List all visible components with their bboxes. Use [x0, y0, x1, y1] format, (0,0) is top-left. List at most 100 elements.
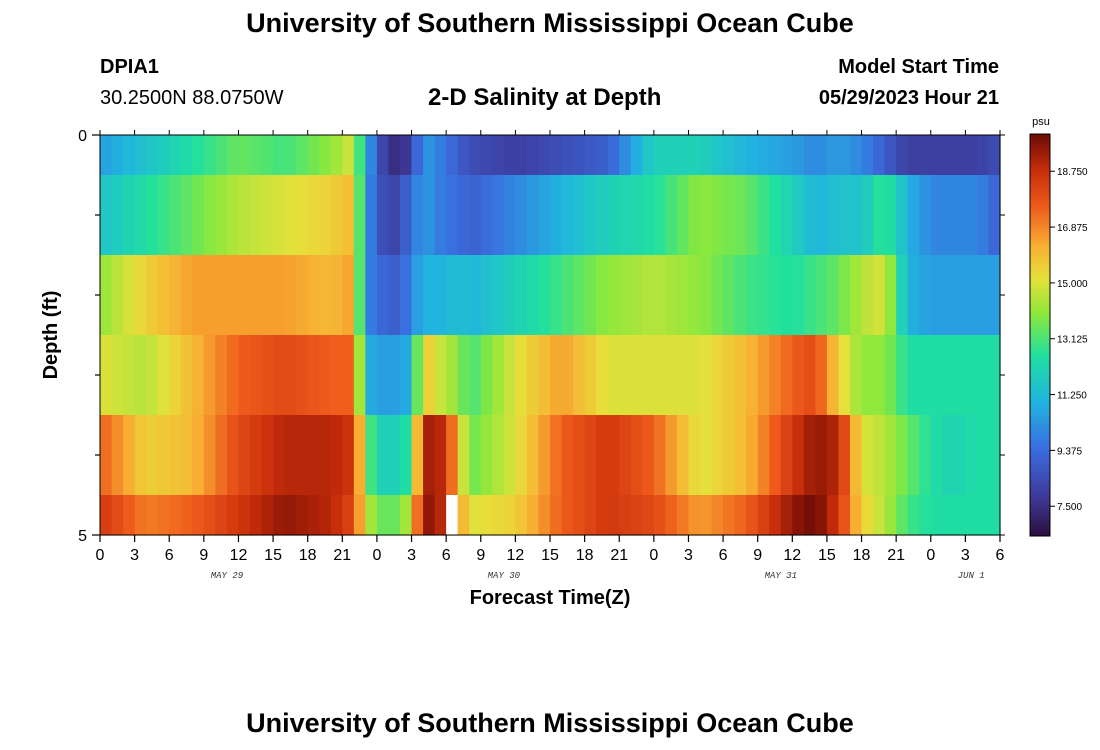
heatmap-cell: [365, 495, 378, 536]
heatmap-cell: [861, 255, 874, 336]
heatmap-cell: [215, 495, 228, 536]
heatmap-cell: [526, 335, 540, 416]
heatmap-cell: [942, 175, 955, 256]
heatmap-cell: [930, 175, 943, 256]
footer-title: University of Southern Mississippi Ocean…: [246, 708, 854, 738]
heatmap-cell: [100, 415, 113, 496]
heatmap-cell: [469, 135, 482, 176]
x-tick-label: 9: [753, 547, 762, 564]
heatmap-cell: [803, 415, 816, 496]
heatmap-cell: [203, 415, 216, 496]
x-tick-label: 9: [199, 547, 208, 564]
heatmap-cell: [688, 415, 701, 496]
heatmap-cell: [976, 135, 990, 176]
heatmap-cell: [769, 495, 782, 536]
heatmap-cell: [273, 135, 286, 176]
heatmap-cell: [953, 335, 966, 416]
heatmap-cell: [861, 175, 874, 256]
heatmap-cell: [953, 495, 966, 536]
heatmap-cell: [457, 175, 470, 256]
heatmap-cell: [642, 415, 655, 496]
heatmap-cell: [803, 335, 816, 416]
heatmap-cell: [307, 495, 320, 536]
heatmap-cell: [180, 335, 193, 416]
heatmap-cell: [526, 255, 540, 336]
heatmap-cell: [642, 335, 655, 416]
heatmap-cell: [884, 175, 897, 256]
heatmap-cell: [423, 175, 436, 256]
heatmap-cell: [838, 495, 851, 536]
heatmap-cell: [157, 335, 170, 416]
x-tick-label: 0: [649, 547, 658, 564]
heatmap-cell: [746, 135, 759, 176]
heatmap-cell: [146, 175, 159, 256]
heatmap-cell: [665, 495, 678, 536]
heatmap-cell: [238, 495, 251, 536]
heatmap-cell: [838, 415, 851, 496]
heatmap-cell: [376, 255, 390, 336]
heatmap-cell: [584, 335, 597, 416]
heatmap-cell: [723, 415, 736, 496]
x-tick-label: 21: [887, 547, 905, 564]
heatmap-cell: [342, 495, 355, 536]
heatmap-cell: [838, 335, 851, 416]
heatmap-cell: [423, 135, 436, 176]
heatmap-cell: [226, 255, 240, 336]
heatmap-cell: [780, 335, 793, 416]
heatmap-cell: [446, 335, 459, 416]
heatmap-cell: [146, 255, 159, 336]
heatmap-cell: [676, 135, 690, 176]
heatmap-cell: [746, 495, 759, 536]
heatmap-cell: [573, 495, 586, 536]
heatmap-cell: [353, 255, 366, 336]
heatmap-cell: [988, 135, 1001, 176]
heatmap-cell: [919, 495, 932, 536]
heatmap-cell: [746, 175, 759, 256]
heatmap-cell: [700, 135, 713, 176]
heatmap-cell: [503, 335, 516, 416]
heatmap-cell: [907, 335, 920, 416]
heatmap-cell: [192, 415, 205, 496]
heatmap-cell: [826, 175, 840, 256]
heatmap-cell: [203, 135, 216, 176]
heatmap-cell: [861, 135, 874, 176]
heatmap-cell: [607, 175, 620, 256]
heatmap-cell: [250, 415, 263, 496]
heatmap-cell: [815, 415, 828, 496]
heatmap-cell: [803, 175, 816, 256]
heatmap-cell: [123, 495, 136, 536]
heatmap-cell: [826, 495, 840, 536]
x-tick-label: 15: [818, 547, 836, 564]
heatmap-cell: [503, 135, 516, 176]
heatmap-cell: [469, 255, 482, 336]
x-tick-label: 6: [719, 547, 728, 564]
heatmap-cell: [573, 135, 586, 176]
heatmap-cell: [261, 175, 274, 256]
heatmap-cell: [965, 175, 978, 256]
heatmap-cell: [411, 415, 424, 496]
heatmap-cell: [157, 175, 170, 256]
heatmap-cell: [953, 175, 966, 256]
x-tick-label: 0: [96, 547, 105, 564]
heatmap-cell: [526, 175, 540, 256]
heatmap-cell: [873, 415, 886, 496]
heatmap-cell: [573, 255, 586, 336]
heatmap-cell: [480, 495, 493, 536]
heatmap-cell: [803, 255, 816, 336]
heatmap-cell: [503, 495, 516, 536]
colorbar: psu 18.750 16.875 15.000 13.125 11.250 9.375 7…: [1029, 116, 1088, 537]
heatmap-cell: [192, 335, 205, 416]
heatmap-cell: [757, 175, 770, 256]
heatmap-cell: [192, 255, 205, 336]
heatmap-cell: [169, 495, 182, 536]
heatmap-cell: [953, 135, 966, 176]
heatmap-cell: [619, 255, 632, 336]
heatmap-cell: [723, 175, 736, 256]
heatmap-cell: [411, 335, 424, 416]
x-date-label: MAY 29: [211, 571, 244, 581]
heatmap-cell: [561, 135, 574, 176]
heatmap-cell: [515, 255, 528, 336]
heatmap-cell: [803, 495, 816, 536]
heatmap-cell: [942, 255, 955, 336]
heatmap-cell: [446, 175, 459, 256]
